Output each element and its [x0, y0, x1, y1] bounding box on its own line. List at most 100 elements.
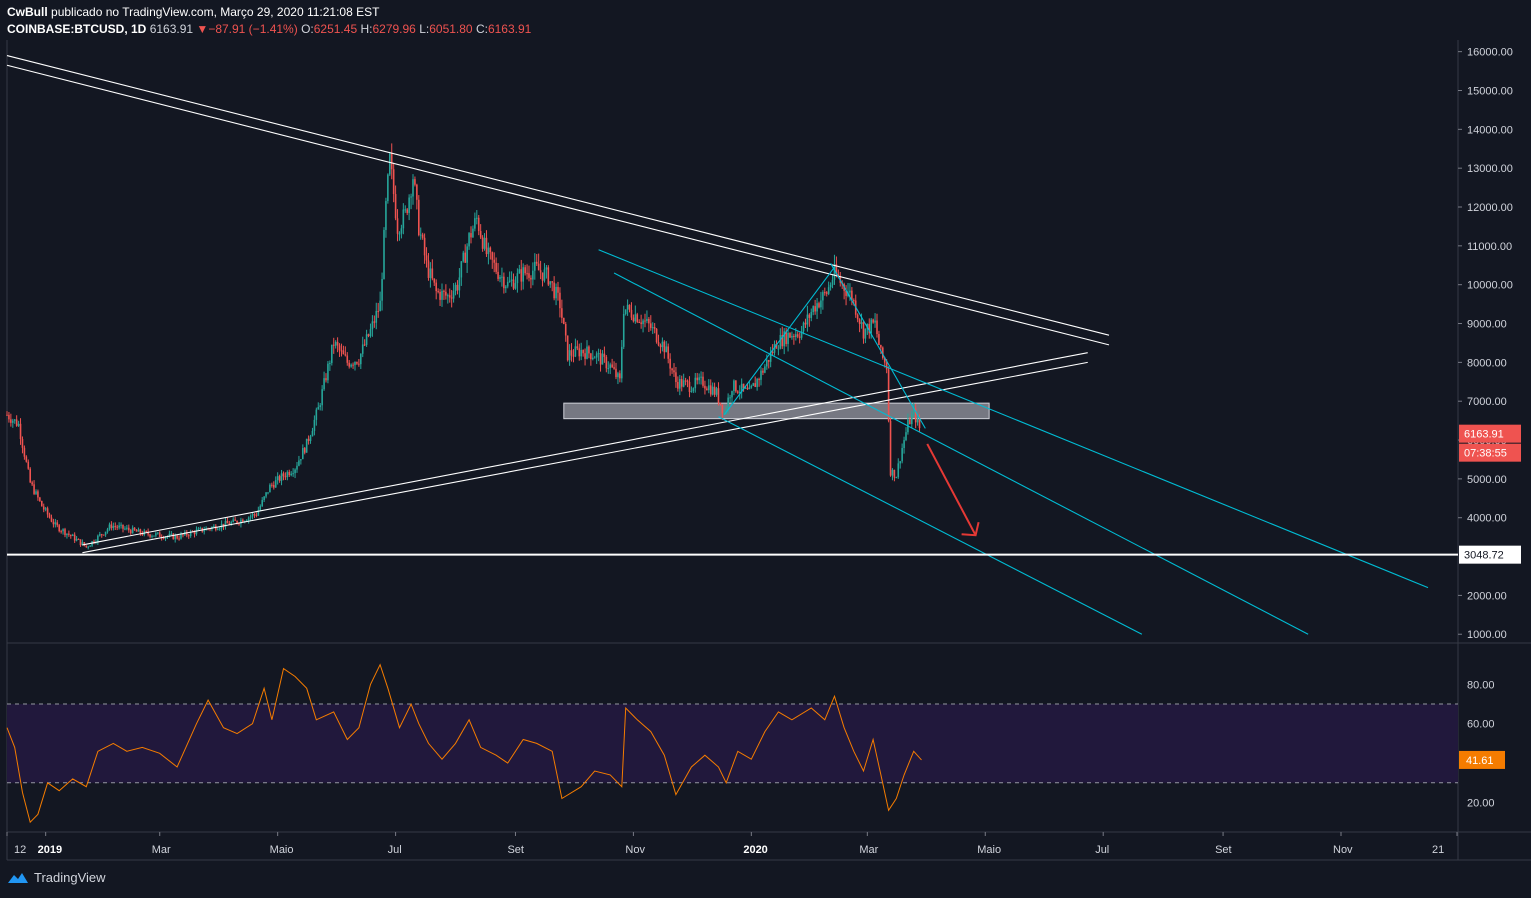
candle-body: [874, 320, 876, 323]
candle-body: [748, 387, 751, 390]
candle-body: [510, 279, 513, 281]
footer: TradingView: [7, 870, 106, 885]
candle-body: [419, 234, 422, 236]
trendline-3[interactable]: [82, 352, 1088, 546]
candle-body: [661, 341, 664, 348]
candle-body: [831, 279, 834, 285]
candle-body: [733, 380, 735, 392]
candle-body: [582, 350, 584, 354]
candle-body: [286, 471, 289, 478]
candle-body: [657, 342, 660, 346]
candle-body: [213, 525, 215, 527]
support-price-label: 3048.72: [1464, 550, 1504, 562]
candle-body: [603, 353, 606, 357]
candle-body: [568, 350, 571, 361]
candle-body: [443, 290, 445, 292]
candle-body: [435, 282, 437, 292]
candle-body: [433, 278, 436, 283]
candle-body: [764, 366, 766, 373]
candle-body: [371, 321, 374, 330]
channel-line-6[interactable]: [718, 416, 1143, 635]
trendline-1[interactable]: [6, 64, 1110, 346]
tradingview-logo-icon: [8, 872, 28, 883]
time-tick-label: 2019: [38, 844, 62, 856]
candle-body: [708, 385, 710, 391]
candle-body: [622, 313, 625, 347]
candle-body: [677, 382, 679, 389]
arrow-head-icon: [961, 521, 980, 537]
candle-body: [124, 528, 126, 530]
arrow-shaft[interactable]: [926, 443, 977, 536]
channel-line-7[interactable]: [830, 263, 926, 429]
candle-body: [356, 362, 358, 364]
candle-body: [715, 388, 718, 395]
candle-body: [276, 476, 279, 481]
channel-line-4[interactable]: [598, 249, 1429, 589]
candle-body: [514, 283, 517, 289]
candle-body: [19, 423, 22, 440]
candle-body: [189, 531, 192, 536]
candle-body: [597, 353, 600, 355]
rsi-line[interactable]: [6, 663, 922, 824]
candle-body: [686, 380, 689, 382]
candle-body: [129, 530, 132, 534]
candle-body: [713, 386, 716, 395]
candle-body: [352, 364, 354, 366]
candle-body: [44, 508, 47, 510]
support-price-badge: [1459, 545, 1521, 564]
candle-body: [278, 476, 281, 481]
trendline-0[interactable]: [6, 55, 1110, 336]
candle-body: [309, 436, 312, 441]
candle-body: [52, 521, 55, 525]
channel-line-8[interactable]: [723, 266, 835, 416]
price-tick-label: 14000.00: [1467, 124, 1513, 136]
candle-body: [566, 335, 569, 361]
trendline-2[interactable]: [82, 361, 1088, 554]
time-tick-label: 21: [1432, 844, 1444, 856]
change-value: −87.91 (−1.41%): [208, 22, 298, 36]
candle-body: [825, 292, 828, 294]
candle-body: [576, 346, 579, 349]
resistance-zone[interactable]: [563, 402, 990, 420]
candle-body: [688, 381, 691, 392]
candle-body: [791, 335, 793, 338]
candle-body: [64, 529, 66, 536]
candle-body: [114, 525, 117, 527]
candle-body: [284, 476, 287, 478]
candle-body: [251, 514, 254, 517]
candle-body: [541, 272, 544, 281]
change-down-icon: ▼: [196, 22, 209, 36]
channel-line-5[interactable]: [613, 272, 1309, 635]
candle-body: [280, 473, 283, 481]
candle-body: [133, 527, 136, 531]
candle-body: [756, 379, 758, 388]
candle-body: [561, 308, 563, 318]
candle-body: [315, 409, 318, 420]
candle-body: [723, 412, 726, 414]
author-name[interactable]: CwBull: [7, 5, 48, 19]
footer-brand[interactable]: TradingView: [34, 870, 106, 885]
candle-body: [340, 350, 343, 352]
candle-body: [503, 276, 505, 289]
candle-body: [883, 357, 886, 363]
candle-body: [102, 534, 105, 536]
price-tick-label: 2000.00: [1467, 590, 1507, 602]
candle-body: [754, 383, 756, 388]
candle-body: [390, 153, 393, 170]
candle-body: [128, 527, 130, 531]
candle-body: [327, 363, 329, 381]
candle-body: [684, 380, 687, 382]
publish-info: CwBull publicado no TradingView.com, Mar…: [7, 4, 531, 21]
price-tick-label: 5000.00: [1467, 474, 1507, 486]
symbol-label[interactable]: COINBASE:BTCUSD, 1D: [7, 22, 147, 36]
candle-body: [808, 314, 811, 318]
candle-body: [358, 363, 360, 365]
candle-body: [135, 530, 138, 532]
candle-body: [650, 323, 652, 328]
candle-body: [228, 523, 231, 525]
rsi-tick-label: 60.00: [1467, 719, 1495, 731]
candle-body: [829, 284, 832, 288]
candle-body: [222, 523, 225, 527]
price-tick-label: 13000.00: [1467, 163, 1513, 175]
